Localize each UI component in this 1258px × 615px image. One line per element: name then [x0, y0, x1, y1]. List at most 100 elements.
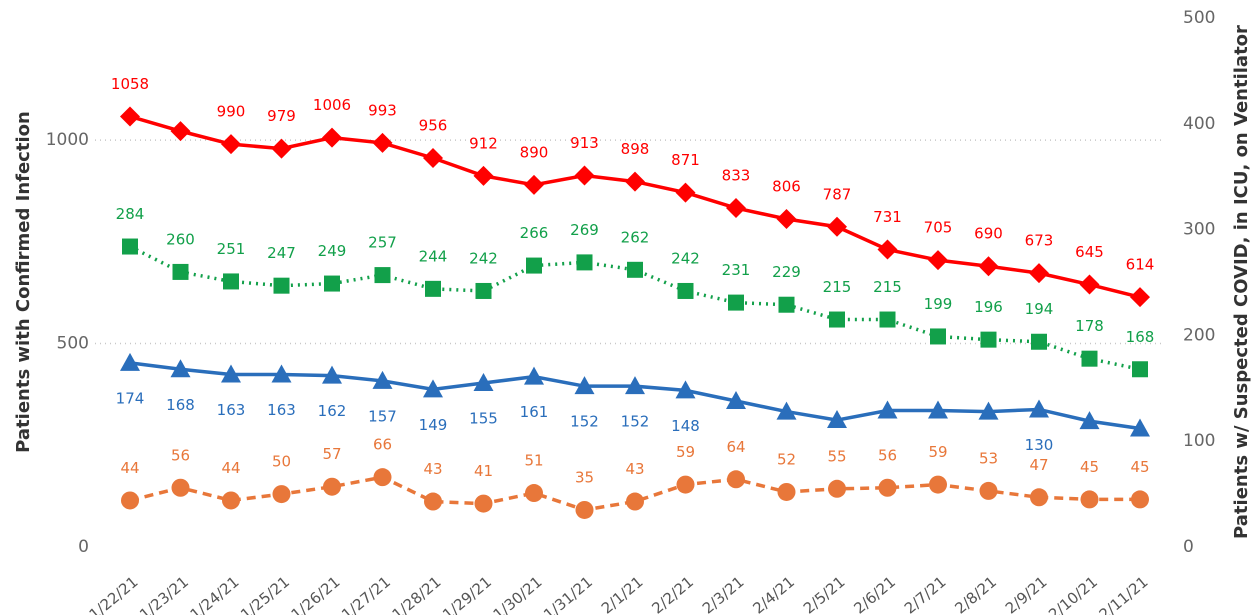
point — [1031, 333, 1047, 350]
x-tick-label: 2/7/21 — [901, 573, 950, 615]
point — [1131, 490, 1149, 509]
point — [273, 277, 290, 294]
series-line — [129, 475, 1140, 512]
data-label: 787 — [823, 185, 852, 203]
x-tick-label: 2/5/21 — [800, 573, 849, 615]
data-label: 43 — [625, 460, 644, 478]
x-tick-label: 2/1/21 — [598, 573, 647, 615]
data-label: 244 — [419, 247, 448, 265]
point — [372, 370, 393, 389]
data-label: 690 — [974, 225, 1003, 243]
data-label: 174 — [116, 389, 145, 407]
data-label: 148 — [671, 417, 700, 435]
point — [222, 491, 240, 510]
y2-tick-label: 0 — [1183, 537, 1194, 557]
data-label: 249 — [318, 242, 347, 260]
point — [172, 263, 189, 280]
point — [626, 492, 644, 511]
data-label: 913 — [570, 134, 599, 152]
data-label: 242 — [671, 249, 700, 267]
data-label: 130 — [1025, 436, 1054, 454]
point — [677, 282, 694, 299]
data-label: 614 — [1126, 256, 1155, 274]
data-label: 51 — [524, 452, 543, 470]
data-label: 898 — [621, 140, 650, 158]
data-label: 645 — [1075, 243, 1104, 261]
data-label: 59 — [928, 443, 947, 461]
point — [1079, 274, 1100, 295]
point — [726, 390, 746, 409]
data-label: 56 — [171, 446, 190, 464]
point — [979, 481, 998, 500]
point — [324, 275, 340, 292]
point — [827, 216, 847, 237]
data-label: 993 — [368, 101, 397, 119]
data-label: 163 — [217, 401, 246, 419]
point — [122, 238, 138, 255]
y2-tick-label: 300 — [1183, 220, 1215, 240]
data-label: 890 — [520, 143, 549, 161]
x-tick-label: 2/11/21 — [1096, 573, 1152, 615]
series-line — [129, 244, 1141, 371]
data-label: 194 — [1025, 300, 1054, 318]
data-label: 43 — [423, 460, 442, 478]
y2-tick-label: 400 — [1183, 114, 1215, 134]
point — [574, 376, 595, 395]
data-label: 284 — [116, 205, 145, 223]
point — [930, 328, 946, 345]
point — [828, 479, 846, 498]
x-tick-label: 1/28/21 — [389, 573, 445, 615]
data-label: 199 — [924, 295, 953, 313]
point — [223, 273, 239, 290]
x-tick-label: 1/27/21 — [338, 573, 394, 615]
y-tick-label: 0 — [78, 537, 89, 557]
x-tick-label: 1/26/21 — [288, 573, 344, 615]
point — [576, 254, 593, 271]
x-tick-label: 2/4/21 — [749, 573, 798, 615]
point — [271, 138, 292, 159]
data-label: 66 — [373, 436, 392, 454]
point — [373, 468, 392, 487]
point — [878, 478, 897, 497]
point — [425, 280, 441, 297]
point — [727, 470, 745, 489]
y-tick-label: 1000 — [46, 130, 89, 150]
point — [625, 376, 645, 395]
y2-axis-title: Patients w/ Suspected COVID, in ICU, on … — [1231, 25, 1252, 539]
point — [524, 366, 544, 385]
point — [877, 239, 898, 260]
data-label: 44 — [221, 459, 240, 477]
point — [474, 494, 493, 513]
y-tick-label: 500 — [57, 334, 89, 354]
data-label: 163 — [267, 401, 296, 419]
point — [1029, 399, 1049, 418]
data-label: 833 — [722, 167, 751, 185]
data-label: 53 — [979, 449, 998, 467]
data-label: 1006 — [313, 96, 351, 114]
point — [726, 198, 746, 219]
point — [272, 485, 291, 504]
data-label: 231 — [722, 261, 751, 279]
point — [221, 364, 241, 383]
x-tick-label: 2/9/21 — [1002, 573, 1051, 615]
x-tick-label: 2/2/21 — [648, 573, 697, 615]
data-label: 260 — [166, 230, 195, 248]
point — [1132, 361, 1148, 378]
point — [1079, 411, 1100, 430]
data-label: 196 — [974, 298, 1003, 316]
point — [778, 296, 795, 313]
data-label: 257 — [368, 234, 397, 252]
x-tick-label: 1/31/21 — [540, 573, 596, 615]
data-label: 52 — [777, 450, 796, 468]
data-label: 59 — [676, 443, 695, 461]
data-label: 161 — [520, 403, 549, 421]
point — [675, 380, 696, 399]
x-tick-label: 1/30/21 — [490, 573, 546, 615]
x-tick-label: 2/6/21 — [850, 573, 899, 615]
data-label: 168 — [166, 396, 195, 414]
data-label: 705 — [924, 219, 953, 237]
point — [879, 311, 896, 328]
point — [1130, 287, 1150, 308]
data-label: 45 — [1080, 458, 1099, 476]
